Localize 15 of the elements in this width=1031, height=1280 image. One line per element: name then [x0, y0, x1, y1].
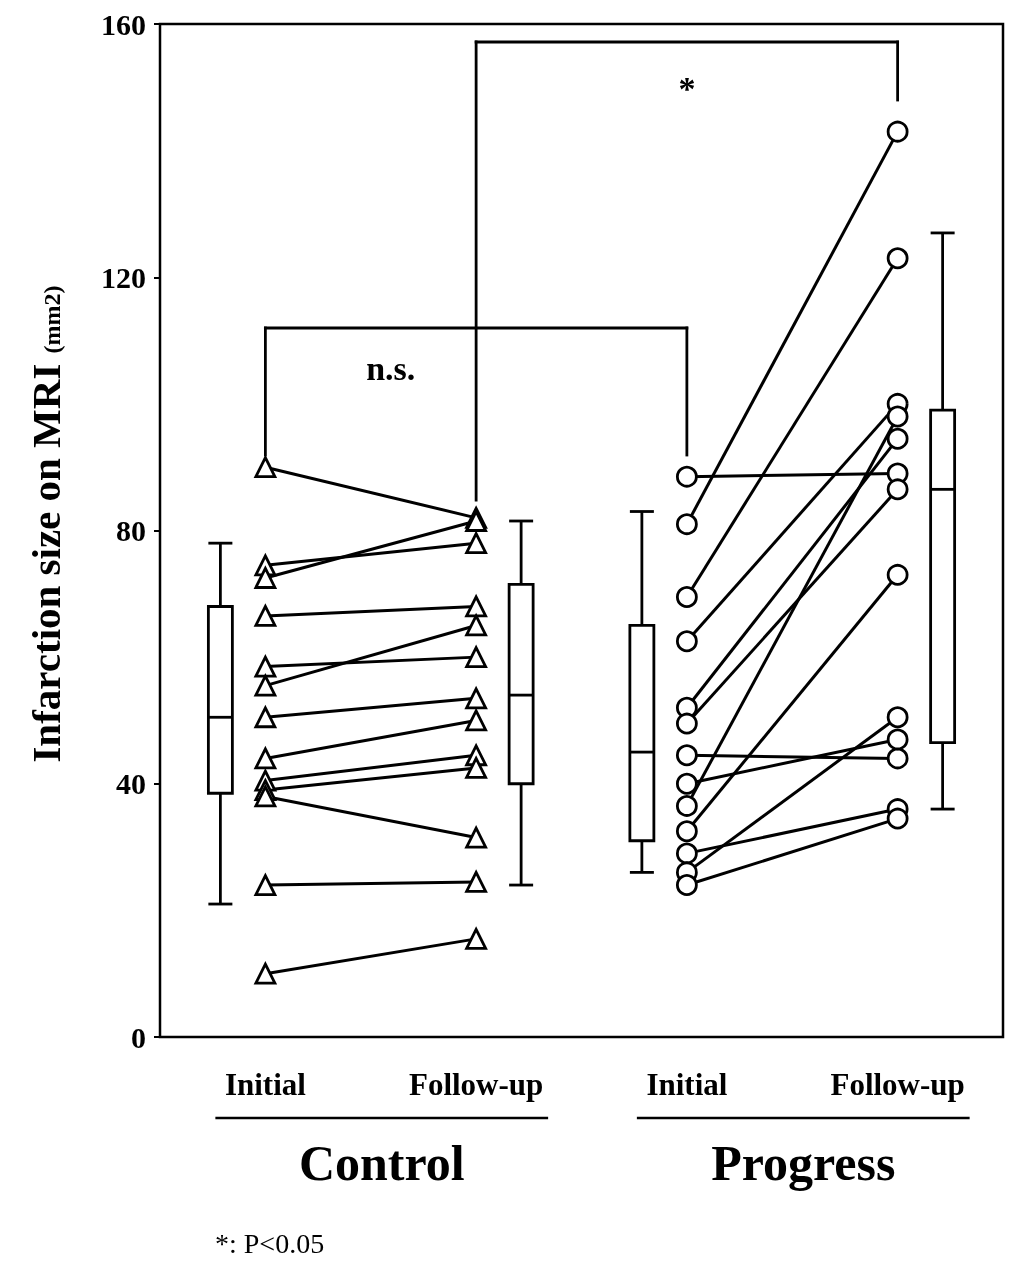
y-tick-label: 0	[131, 1020, 146, 1054]
y-tick-label: 120	[101, 260, 146, 294]
x-tick-label: Initial	[224, 1067, 307, 1102]
y-tick-label: 40	[116, 767, 146, 801]
x-tick-label: Follow-up	[408, 1067, 544, 1102]
annotation: n.s.	[366, 350, 416, 387]
annotation: *	[678, 70, 696, 107]
y-tick-label: 160	[101, 7, 146, 41]
x-tick-label: Initial	[646, 1067, 728, 1102]
y-tick-label: 80	[116, 514, 146, 547]
x-tick-label: Follow-up	[830, 1067, 965, 1102]
text: *: P<0.05	[215, 1228, 325, 1259]
y-axis-title: Infarction size on MRI (mm2)	[23, 285, 69, 763]
text: Control	[298, 1135, 465, 1191]
text: Progress	[711, 1135, 896, 1191]
